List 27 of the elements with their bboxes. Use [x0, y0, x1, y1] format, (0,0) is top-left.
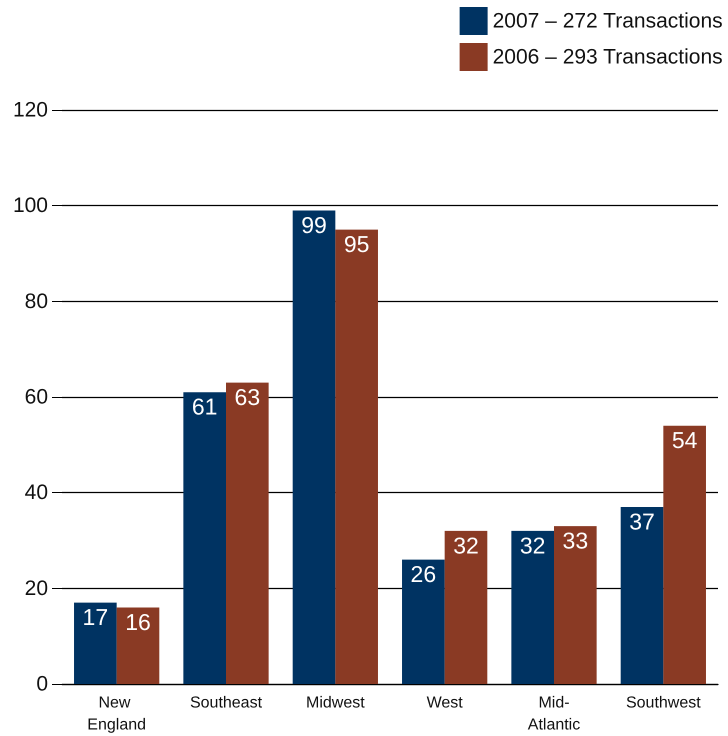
- data-label: 54: [672, 427, 698, 454]
- x-tick-label: Midwest: [306, 694, 366, 712]
- x-tick-label: Southeast: [190, 694, 263, 712]
- y-tick-label: 40: [24, 481, 48, 504]
- data-label: 26: [410, 561, 436, 588]
- data-label: 95: [344, 231, 370, 258]
- y-tick-label: 0: [36, 672, 48, 696]
- data-label: 32: [520, 532, 546, 558]
- x-tick-label: New England: [87, 694, 146, 734]
- y-tick-label: 20: [24, 576, 48, 600]
- y-tick-label: 100: [12, 194, 48, 218]
- legend-label: 2007 – 272 Transactions: [492, 10, 723, 32]
- data-label: 63: [234, 384, 260, 410]
- x-tick-label: West: [426, 694, 464, 712]
- data-label: 99: [301, 212, 327, 238]
- data-label: 16: [125, 608, 151, 635]
- data-label: 17: [82, 604, 108, 630]
- legend-label: 2006 – 293 Transactions: [492, 46, 723, 68]
- data-label: 37: [629, 508, 655, 535]
- data-label: 32: [453, 532, 479, 558]
- data-label: 33: [562, 528, 588, 554]
- x-tick-label: Mid-Atlantic: [528, 694, 580, 734]
- y-tick-label: 60: [24, 386, 48, 408]
- x-tick-label: Southwest: [626, 694, 702, 712]
- y-tick-label: 120: [12, 98, 48, 122]
- y-tick-label: 80: [24, 290, 48, 313]
- data-label: 61: [192, 394, 218, 420]
